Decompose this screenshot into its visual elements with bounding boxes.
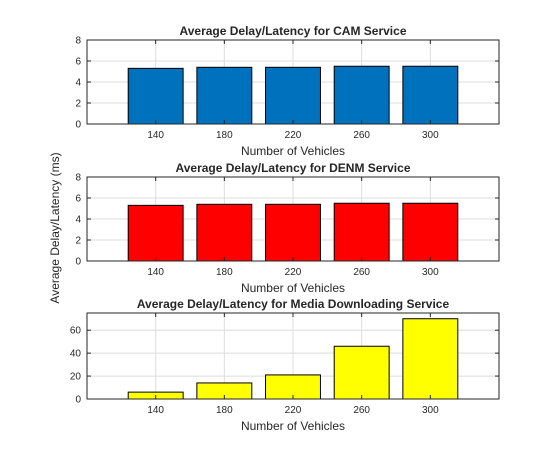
subplot-title: Average Delay/Latency for Media Download… (137, 297, 450, 311)
y-tick-label: 0 (75, 257, 81, 268)
x-tick-label: 180 (216, 130, 233, 141)
bar-300 (402, 65, 459, 125)
bar-220 (265, 203, 321, 262)
y-tick-label: 0 (75, 120, 81, 131)
x-tick-label: 260 (353, 130, 370, 141)
bar-260 (333, 345, 390, 400)
bar-260 (333, 202, 390, 262)
x-tick-label: 220 (285, 405, 302, 416)
subplot-1: 140 180 220 260 300 0 2 4 6 8 Average Delay/Latenc… (75, 24, 500, 158)
x-tick-label: 220 (285, 267, 302, 278)
bar-300 (402, 202, 459, 262)
y-tick-label: 60 (70, 326, 82, 337)
y-tick-label: 8 (75, 36, 81, 47)
x-tick-label: 140 (147, 405, 164, 416)
x-tick-label: 300 (422, 267, 439, 278)
shared-y-axis-label: Average Delay/Latency (ms) (48, 152, 62, 303)
subplot-2: 140 180 220 260 300 0 2 4 6 8 Average Delay/Latenc… (75, 161, 500, 295)
x-axis-label: Number of Vehicles (241, 419, 345, 433)
y-tick-label: 2 (75, 236, 81, 247)
y-tick-label: 40 (70, 349, 82, 360)
y-tick-label: 20 (70, 372, 82, 383)
x-tick-label: 180 (216, 267, 233, 278)
y-tick-label: 4 (75, 78, 81, 89)
x-tick-label: 140 (147, 267, 164, 278)
bar-140 (127, 204, 184, 262)
y-tick-label: 8 (75, 173, 81, 184)
subplot-title: Average Delay/Latency for CAM Service (180, 24, 407, 38)
y-tick-label: 6 (75, 57, 81, 68)
x-tick-label: 260 (353, 405, 370, 416)
subplot-title: Average Delay/Latency for DENM Service (176, 161, 411, 175)
bar-220 (265, 66, 321, 125)
x-tick-label: 260 (353, 267, 370, 278)
y-tick-label: 2 (75, 99, 81, 110)
bar-180 (196, 203, 253, 262)
bar-140 (127, 67, 184, 125)
x-tick-label: 300 (422, 130, 439, 141)
x-tick-label: 220 (285, 130, 302, 141)
subplot-3: 140 180 220 260 300 0 20 40 60 Average Delay/Late… (70, 297, 500, 433)
bar-300 (402, 318, 459, 400)
y-tick-label: 6 (75, 194, 81, 205)
y-tick-label: 0 (75, 395, 81, 406)
x-axis-label: Number of Vehicles (241, 281, 345, 295)
x-tick-label: 300 (422, 405, 439, 416)
y-tick-label: 4 (75, 215, 81, 226)
x-tick-label: 140 (147, 130, 164, 141)
bar-180 (196, 66, 253, 125)
bar-260 (333, 65, 390, 125)
x-tick-label: 180 (216, 405, 233, 416)
x-axis-label: Number of Vehicles (241, 144, 345, 158)
